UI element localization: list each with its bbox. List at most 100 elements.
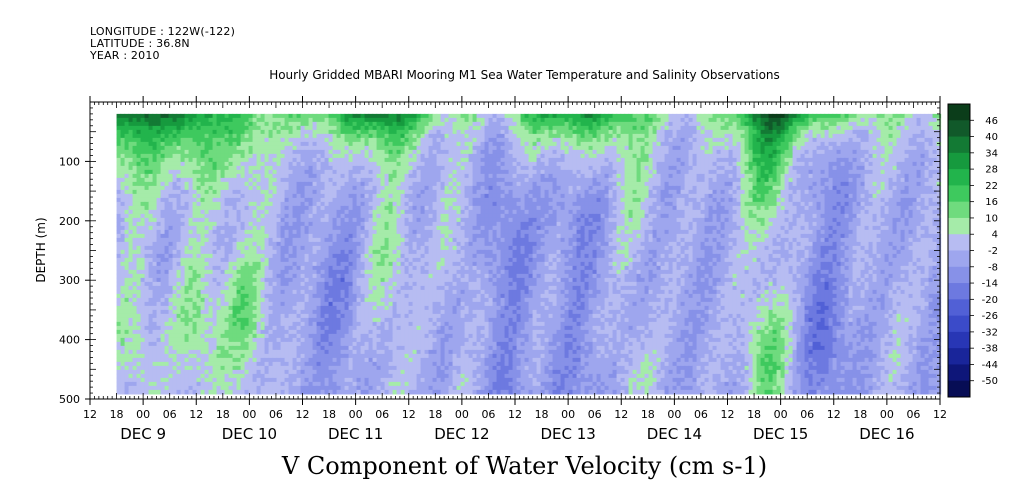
heatmap-cell <box>804 165 810 171</box>
heatmap-cell <box>880 185 886 191</box>
heatmap-cell <box>172 205 178 211</box>
heatmap-cell <box>408 189 414 195</box>
heatmap-cell <box>852 125 858 131</box>
heatmap-cell <box>744 157 750 163</box>
heatmap-cell <box>576 145 582 151</box>
heatmap-cell <box>424 201 430 207</box>
heatmap-cell <box>248 113 254 119</box>
heatmap-cell <box>404 121 410 127</box>
heatmap-cell <box>156 209 162 215</box>
heatmap-cell <box>856 149 862 155</box>
heatmap-cell <box>436 205 442 211</box>
heatmap-cell <box>400 137 406 143</box>
heatmap-cell <box>292 185 298 191</box>
heatmap-cell <box>300 141 306 147</box>
heatmap-cell <box>512 129 518 135</box>
heatmap-cell <box>376 185 382 191</box>
heatmap-cell <box>232 173 238 179</box>
heatmap-cell <box>260 145 266 151</box>
heatmap-cell <box>328 177 334 183</box>
heatmap-cell <box>868 173 874 179</box>
heatmap-cell <box>844 117 850 123</box>
heatmap-cell <box>780 141 786 147</box>
heatmap-cell <box>708 189 714 195</box>
heatmap-cell <box>844 185 850 191</box>
heatmap-cell <box>640 145 646 151</box>
heatmap-cell <box>212 133 218 139</box>
heatmap-cell <box>396 189 402 195</box>
heatmap-cell <box>252 149 258 155</box>
heatmap-cell <box>116 173 122 179</box>
heatmap-cell <box>892 205 898 211</box>
heatmap-cell <box>140 149 146 155</box>
heatmap-cell <box>668 117 674 123</box>
heatmap-cell <box>224 193 230 199</box>
heatmap-cell <box>552 149 558 155</box>
heatmap-cell <box>560 145 566 151</box>
heatmap-cell <box>340 181 346 187</box>
heatmap-cell <box>272 125 278 131</box>
heatmap-cell <box>540 113 546 119</box>
heatmap-cell <box>128 197 134 203</box>
heatmap-cell <box>356 133 362 139</box>
heatmap-cell <box>644 157 650 163</box>
heatmap-cell <box>860 129 866 135</box>
heatmap-cell <box>688 141 694 147</box>
heatmap-cell <box>464 185 470 191</box>
heatmap-cell <box>336 121 342 127</box>
heatmap-cell <box>168 121 174 127</box>
heatmap-cell <box>688 165 694 171</box>
heatmap-cell <box>388 177 394 183</box>
heatmap-cell <box>828 181 834 187</box>
heatmap-cell <box>616 169 622 175</box>
heatmap-cell <box>296 145 302 151</box>
heatmap-cell <box>584 113 590 119</box>
heatmap-cell <box>832 205 838 211</box>
heatmap-cell <box>440 193 446 199</box>
heatmap-cell <box>144 169 150 175</box>
heatmap-cell <box>232 177 238 183</box>
heatmap-cell <box>912 121 918 127</box>
heatmap-cell <box>896 177 902 183</box>
heatmap-cell <box>836 133 842 139</box>
heatmap-cell <box>576 205 582 211</box>
heatmap-cell <box>524 181 530 187</box>
heatmap-cell <box>624 181 630 187</box>
heatmap-cell <box>784 189 790 195</box>
heatmap-cell <box>504 165 510 171</box>
heatmap-cell <box>148 197 154 203</box>
heatmap-cell <box>612 125 618 131</box>
heatmap-cell <box>504 129 510 135</box>
heatmap-cell <box>432 181 438 187</box>
heatmap-cell <box>648 145 654 151</box>
heatmap-cell <box>248 153 254 159</box>
heatmap-cell <box>528 181 534 187</box>
heatmap-cell <box>416 113 422 119</box>
heatmap-cell <box>468 153 474 159</box>
heatmap-cell <box>932 161 938 167</box>
heatmap-cell <box>564 177 570 183</box>
heatmap-cell <box>556 161 562 167</box>
heatmap-cell <box>792 125 798 131</box>
heatmap-cell <box>236 117 242 123</box>
heatmap-cell <box>420 129 426 135</box>
heatmap-cell <box>544 113 550 119</box>
heatmap-cell <box>684 181 690 187</box>
heatmap-cell <box>676 137 682 143</box>
heatmap-cell <box>452 141 458 147</box>
heatmap-cell <box>220 161 226 167</box>
heatmap-cell <box>560 173 566 179</box>
heatmap-cell <box>852 205 858 211</box>
heatmap-cell <box>184 137 190 143</box>
heatmap-cell <box>392 153 398 159</box>
heatmap-cell <box>632 129 638 135</box>
heatmap-cell <box>440 169 446 175</box>
heatmap-cell <box>916 125 922 131</box>
heatmap-cell <box>220 205 226 211</box>
heatmap-cell <box>248 201 254 207</box>
heatmap-cell <box>812 145 818 151</box>
heatmap-cell <box>700 141 706 147</box>
heatmap-cell <box>348 173 354 179</box>
heatmap-cell <box>332 141 338 147</box>
heatmap-cell <box>772 185 778 191</box>
